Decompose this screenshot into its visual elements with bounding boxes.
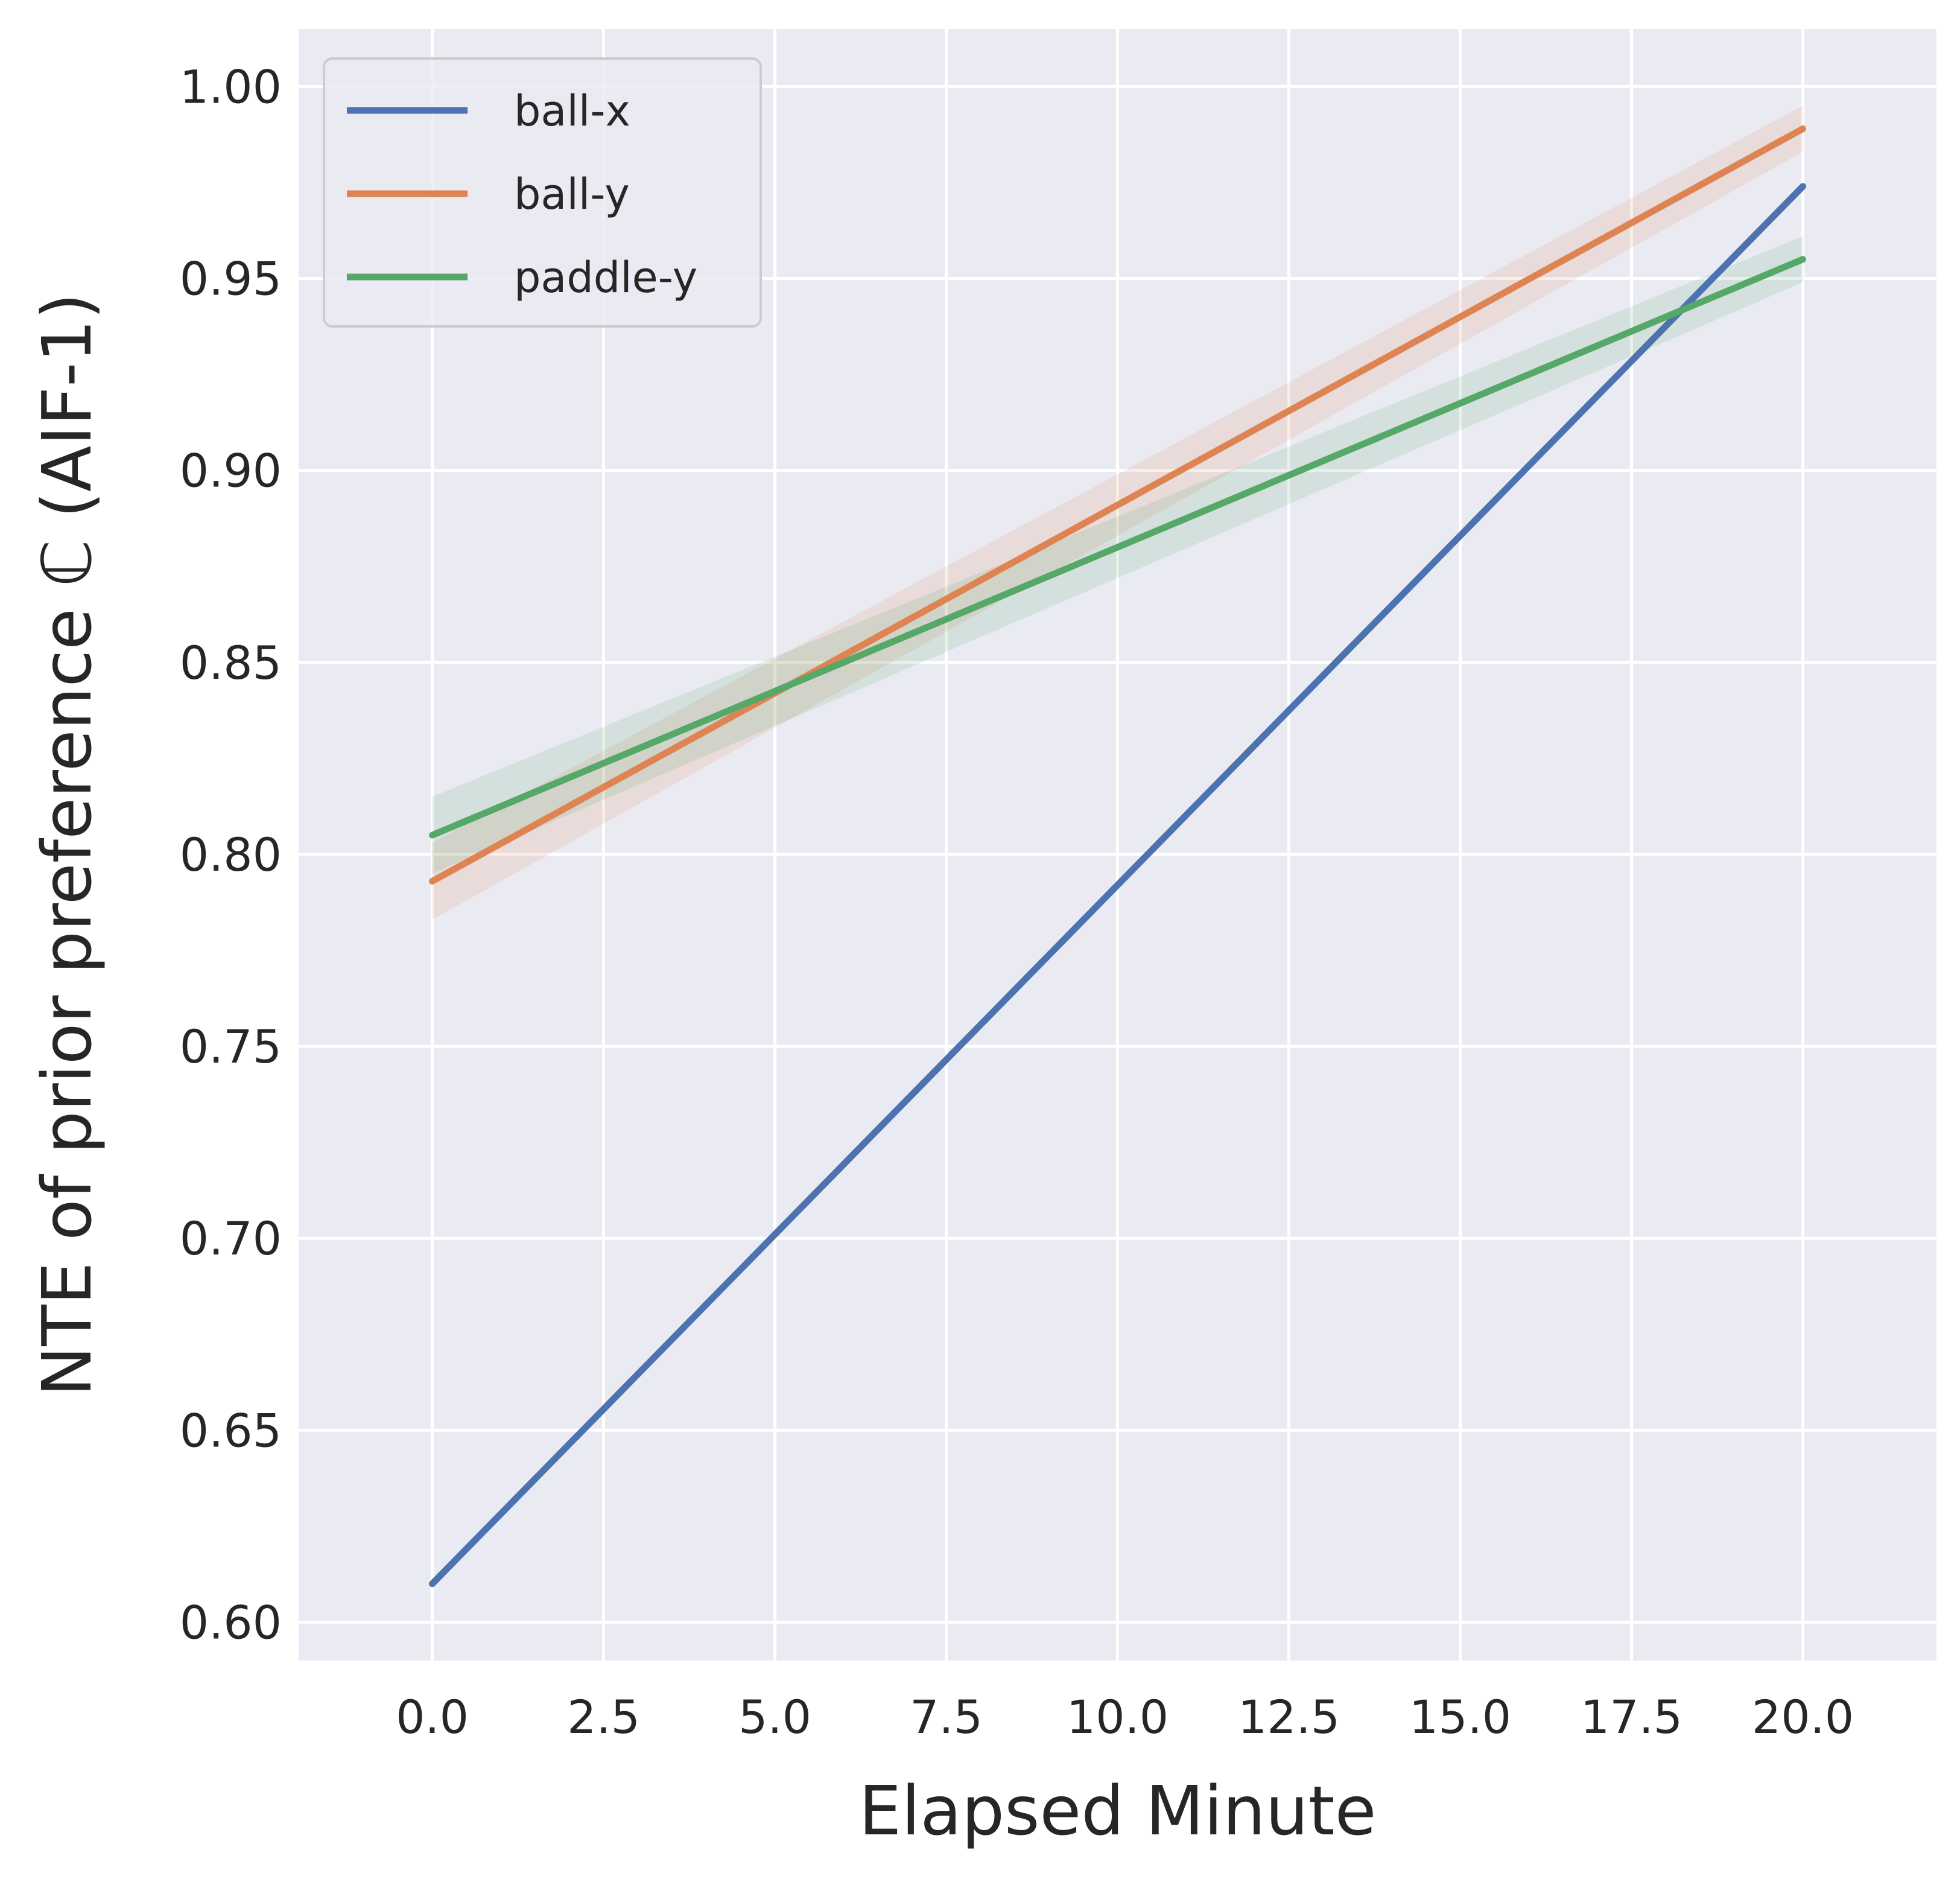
confidence-bands [432,106,1803,920]
y-tick-label: 0.60 [180,1595,282,1649]
y-tick-labels: 0.60 0.65 0.70 0.75 0.80 0.85 0.90 0.95 1.00 [180,60,282,1649]
confidence-band-ball-y [432,106,1803,920]
x-tick-label: 0.0 [396,1690,469,1744]
x-tick-label: 15.0 [1409,1690,1511,1744]
series-line-ball-x [429,183,1806,1588]
x-tick-labels: 0.0 2.5 5.0 7.5 10.0 12.5 15.0 17.5 20.0 [396,1690,1854,1744]
x-tick-label: 10.0 [1067,1690,1169,1744]
y-tick-label: 0.95 [180,252,282,306]
y-tick-label: 0.65 [180,1404,282,1457]
y-tick-label: 0.70 [180,1212,282,1265]
series-line-paddle-y [429,256,1806,839]
x-tick-label: 17.5 [1581,1690,1682,1744]
legend-label-ball-y: ball-y [514,170,630,219]
legend-label-ball-x: ball-x [514,86,630,136]
series-line-ball-y [429,125,1806,885]
y-tick-label: 0.85 [180,636,282,690]
grid [299,29,1936,1661]
x-tick-label: 5.0 [738,1690,811,1744]
x-tick-label: 2.5 [567,1690,640,1744]
x-axis-label: Elapsed Minute [858,1772,1376,1851]
legend-label-paddle-y: paddle-y [514,253,697,302]
x-tick-label: 7.5 [910,1690,983,1744]
y-axis-label: NTE of prior preference ℂ (AIF-1) [28,293,107,1397]
y-tick-label: 1.00 [180,60,282,113]
confidence-band-paddle-y [432,236,1803,874]
legend: ball-x ball-y paddle-y [323,57,762,328]
x-tick-label: 12.5 [1238,1690,1340,1744]
series-lines [429,125,1806,1588]
y-tick-label: 0.80 [180,828,282,882]
y-tick-label: 0.90 [180,444,282,498]
legend-frame [323,57,762,328]
x-tick-label: 20.0 [1752,1690,1854,1744]
y-tick-label: 0.75 [180,1020,282,1073]
